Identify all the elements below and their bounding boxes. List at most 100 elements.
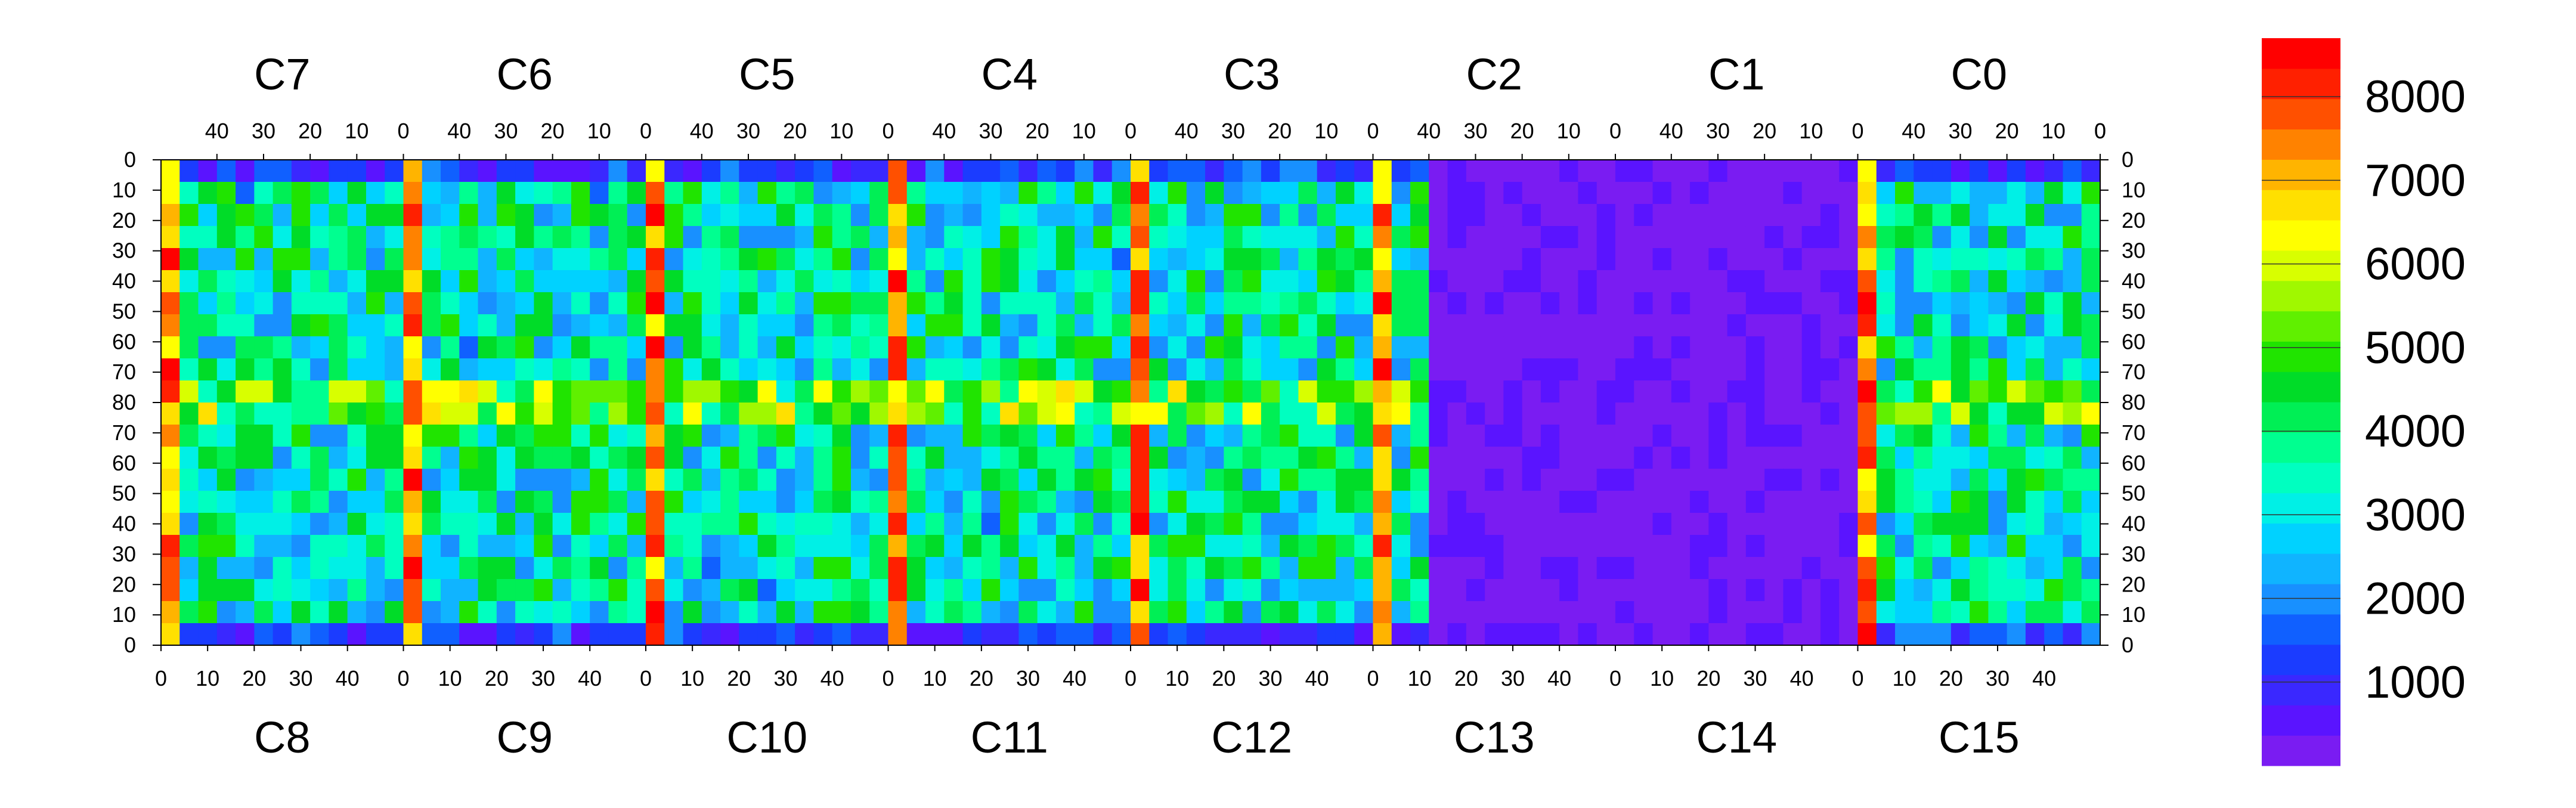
heat-cell — [1447, 491, 1467, 513]
heat-cell — [1857, 403, 1877, 425]
heat-cell — [664, 226, 684, 249]
heat-cell — [850, 491, 870, 513]
bottom-tick-label: 40 — [1547, 666, 1571, 691]
heat-cell — [2025, 513, 2045, 535]
heat-cell — [198, 160, 218, 182]
color-bar-segment — [2262, 190, 2340, 221]
heat-cell — [1559, 513, 1579, 535]
heat-cell — [608, 336, 628, 359]
heat-cell — [1634, 403, 1654, 425]
heat-cell — [1914, 447, 1933, 469]
heat-cell — [2007, 336, 2026, 359]
heat-cell — [1354, 491, 1374, 513]
heat-cell — [1373, 601, 1392, 624]
heat-cell — [1690, 491, 1709, 513]
heat-cell — [1317, 425, 1336, 447]
heat-cell — [1205, 226, 1224, 249]
heat-cell — [2063, 226, 2082, 249]
heat-cell — [366, 557, 385, 580]
heat-cell — [2007, 270, 2026, 293]
heat-cell — [2007, 491, 2026, 513]
heat-cell — [1280, 182, 1299, 205]
heat-cell — [1354, 314, 1374, 337]
heat-cell — [1503, 579, 1523, 602]
heat-cell — [291, 513, 311, 535]
heat-cell — [1727, 425, 1747, 447]
heat-cell — [1335, 226, 1355, 249]
heat-cell — [422, 601, 441, 624]
heat-cell — [1205, 182, 1224, 205]
heat-cell — [1671, 403, 1690, 425]
color-bar-segment — [2262, 341, 2340, 372]
heat-cell — [1149, 601, 1169, 624]
heat-cell — [1988, 226, 2008, 249]
heat-cell — [776, 491, 795, 513]
heat-cell — [179, 182, 199, 205]
heat-cell — [2007, 358, 2026, 381]
heat-cell — [2007, 535, 2026, 558]
heat-cell — [813, 557, 833, 580]
heat-cell — [403, 336, 423, 359]
heat-cell — [1335, 292, 1355, 315]
heat-cell — [646, 601, 665, 624]
heat-cell — [1000, 513, 1019, 535]
heat-cell — [1168, 535, 1187, 558]
heat-cell — [1615, 380, 1634, 403]
heat-cell — [515, 535, 534, 558]
heat-cell — [1186, 557, 1206, 580]
heat-cell — [1111, 248, 1131, 271]
heat-cell — [701, 292, 721, 315]
heat-cell — [441, 160, 460, 182]
heat-cell — [1093, 557, 1113, 580]
heat-cell — [1522, 160, 1541, 182]
heat-cell — [1596, 557, 1616, 580]
heat-cell — [1447, 601, 1467, 624]
heat-cell — [1186, 447, 1206, 469]
heat-cell — [2007, 226, 2026, 249]
heat-cell — [1578, 579, 1597, 602]
heat-cell — [441, 513, 460, 535]
heat-cell — [1634, 425, 1654, 447]
heat-cell — [329, 380, 348, 403]
heat-cell — [944, 513, 964, 535]
heat-cell — [1615, 557, 1634, 580]
heat-cell — [254, 491, 274, 513]
bottom-tick-label: 10 — [1408, 666, 1432, 691]
heat-cell — [590, 380, 609, 403]
heat-cell — [1093, 380, 1113, 403]
heat-cell — [1373, 204, 1392, 227]
heat-cell — [1615, 579, 1634, 602]
heat-cell — [795, 403, 815, 425]
heat-cell — [385, 491, 404, 513]
heat-cell — [1950, 623, 1970, 646]
heat-cell — [1429, 579, 1448, 602]
heat-cell — [1783, 314, 1803, 337]
heat-cell — [329, 270, 348, 293]
heat-cell — [1988, 160, 2008, 182]
heat-cell — [1671, 248, 1690, 271]
heat-cell — [925, 425, 945, 447]
heat-cell — [459, 336, 479, 359]
heat-cell — [701, 535, 721, 558]
heat-cell — [1932, 380, 1952, 403]
heat-cell — [1652, 557, 1672, 580]
heat-cell — [1429, 314, 1448, 337]
heat-cell — [1727, 204, 1747, 227]
heat-cell — [2081, 182, 2101, 205]
heat-cell — [1111, 336, 1131, 359]
heat-cell — [1261, 226, 1280, 249]
heat-cell — [1950, 358, 1970, 381]
heat-cell — [385, 314, 404, 337]
heat-cell — [1168, 403, 1187, 425]
heat-cell — [2044, 358, 2064, 381]
heat-cell — [1149, 447, 1169, 469]
heat-cell — [1857, 270, 1877, 293]
heat-cell — [422, 403, 441, 425]
heat-cell — [2007, 425, 2026, 447]
heat-cell — [925, 182, 945, 205]
heat-cell — [478, 160, 497, 182]
heat-cell — [1037, 623, 1057, 646]
heat-cell — [1671, 447, 1690, 469]
heat-cell — [571, 380, 590, 403]
heat-cell — [1149, 270, 1169, 293]
